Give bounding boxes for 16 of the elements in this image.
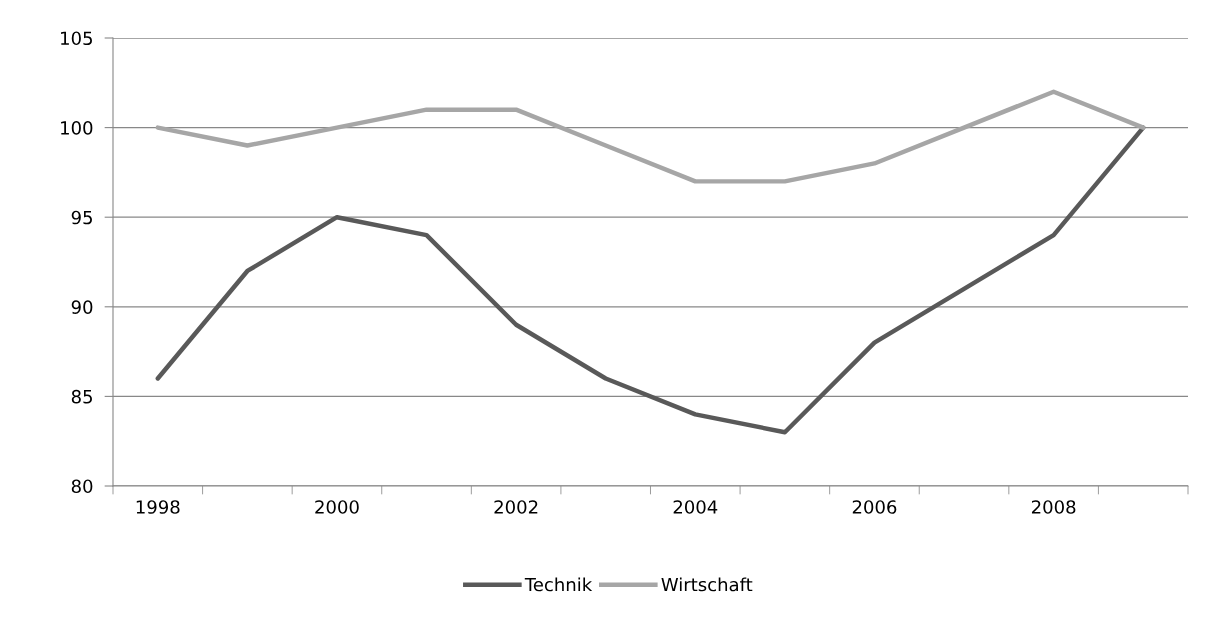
x-tick-label: 2000 xyxy=(315,500,359,514)
y-tick-label: 105 xyxy=(61,31,92,46)
y-tick-label: 95 xyxy=(71,210,92,225)
x-tick-label: 2004 xyxy=(673,500,718,514)
legend-label: Wirtschaft xyxy=(661,577,753,592)
y-tick-label: 80 xyxy=(71,479,93,494)
x-tick-label: 2006 xyxy=(852,500,897,514)
x-tick-label: 1998 xyxy=(136,500,180,514)
line-series xyxy=(155,125,1146,435)
legend-label: Technik xyxy=(524,577,593,592)
x-tick-label: 2008 xyxy=(1031,500,1076,514)
line-series xyxy=(155,89,1146,184)
y-tick-label: 85 xyxy=(71,389,92,404)
y-tick-label: 90 xyxy=(71,300,93,314)
x-tick-label: 2002 xyxy=(494,500,538,514)
y-tick-label: 100 xyxy=(61,121,93,135)
